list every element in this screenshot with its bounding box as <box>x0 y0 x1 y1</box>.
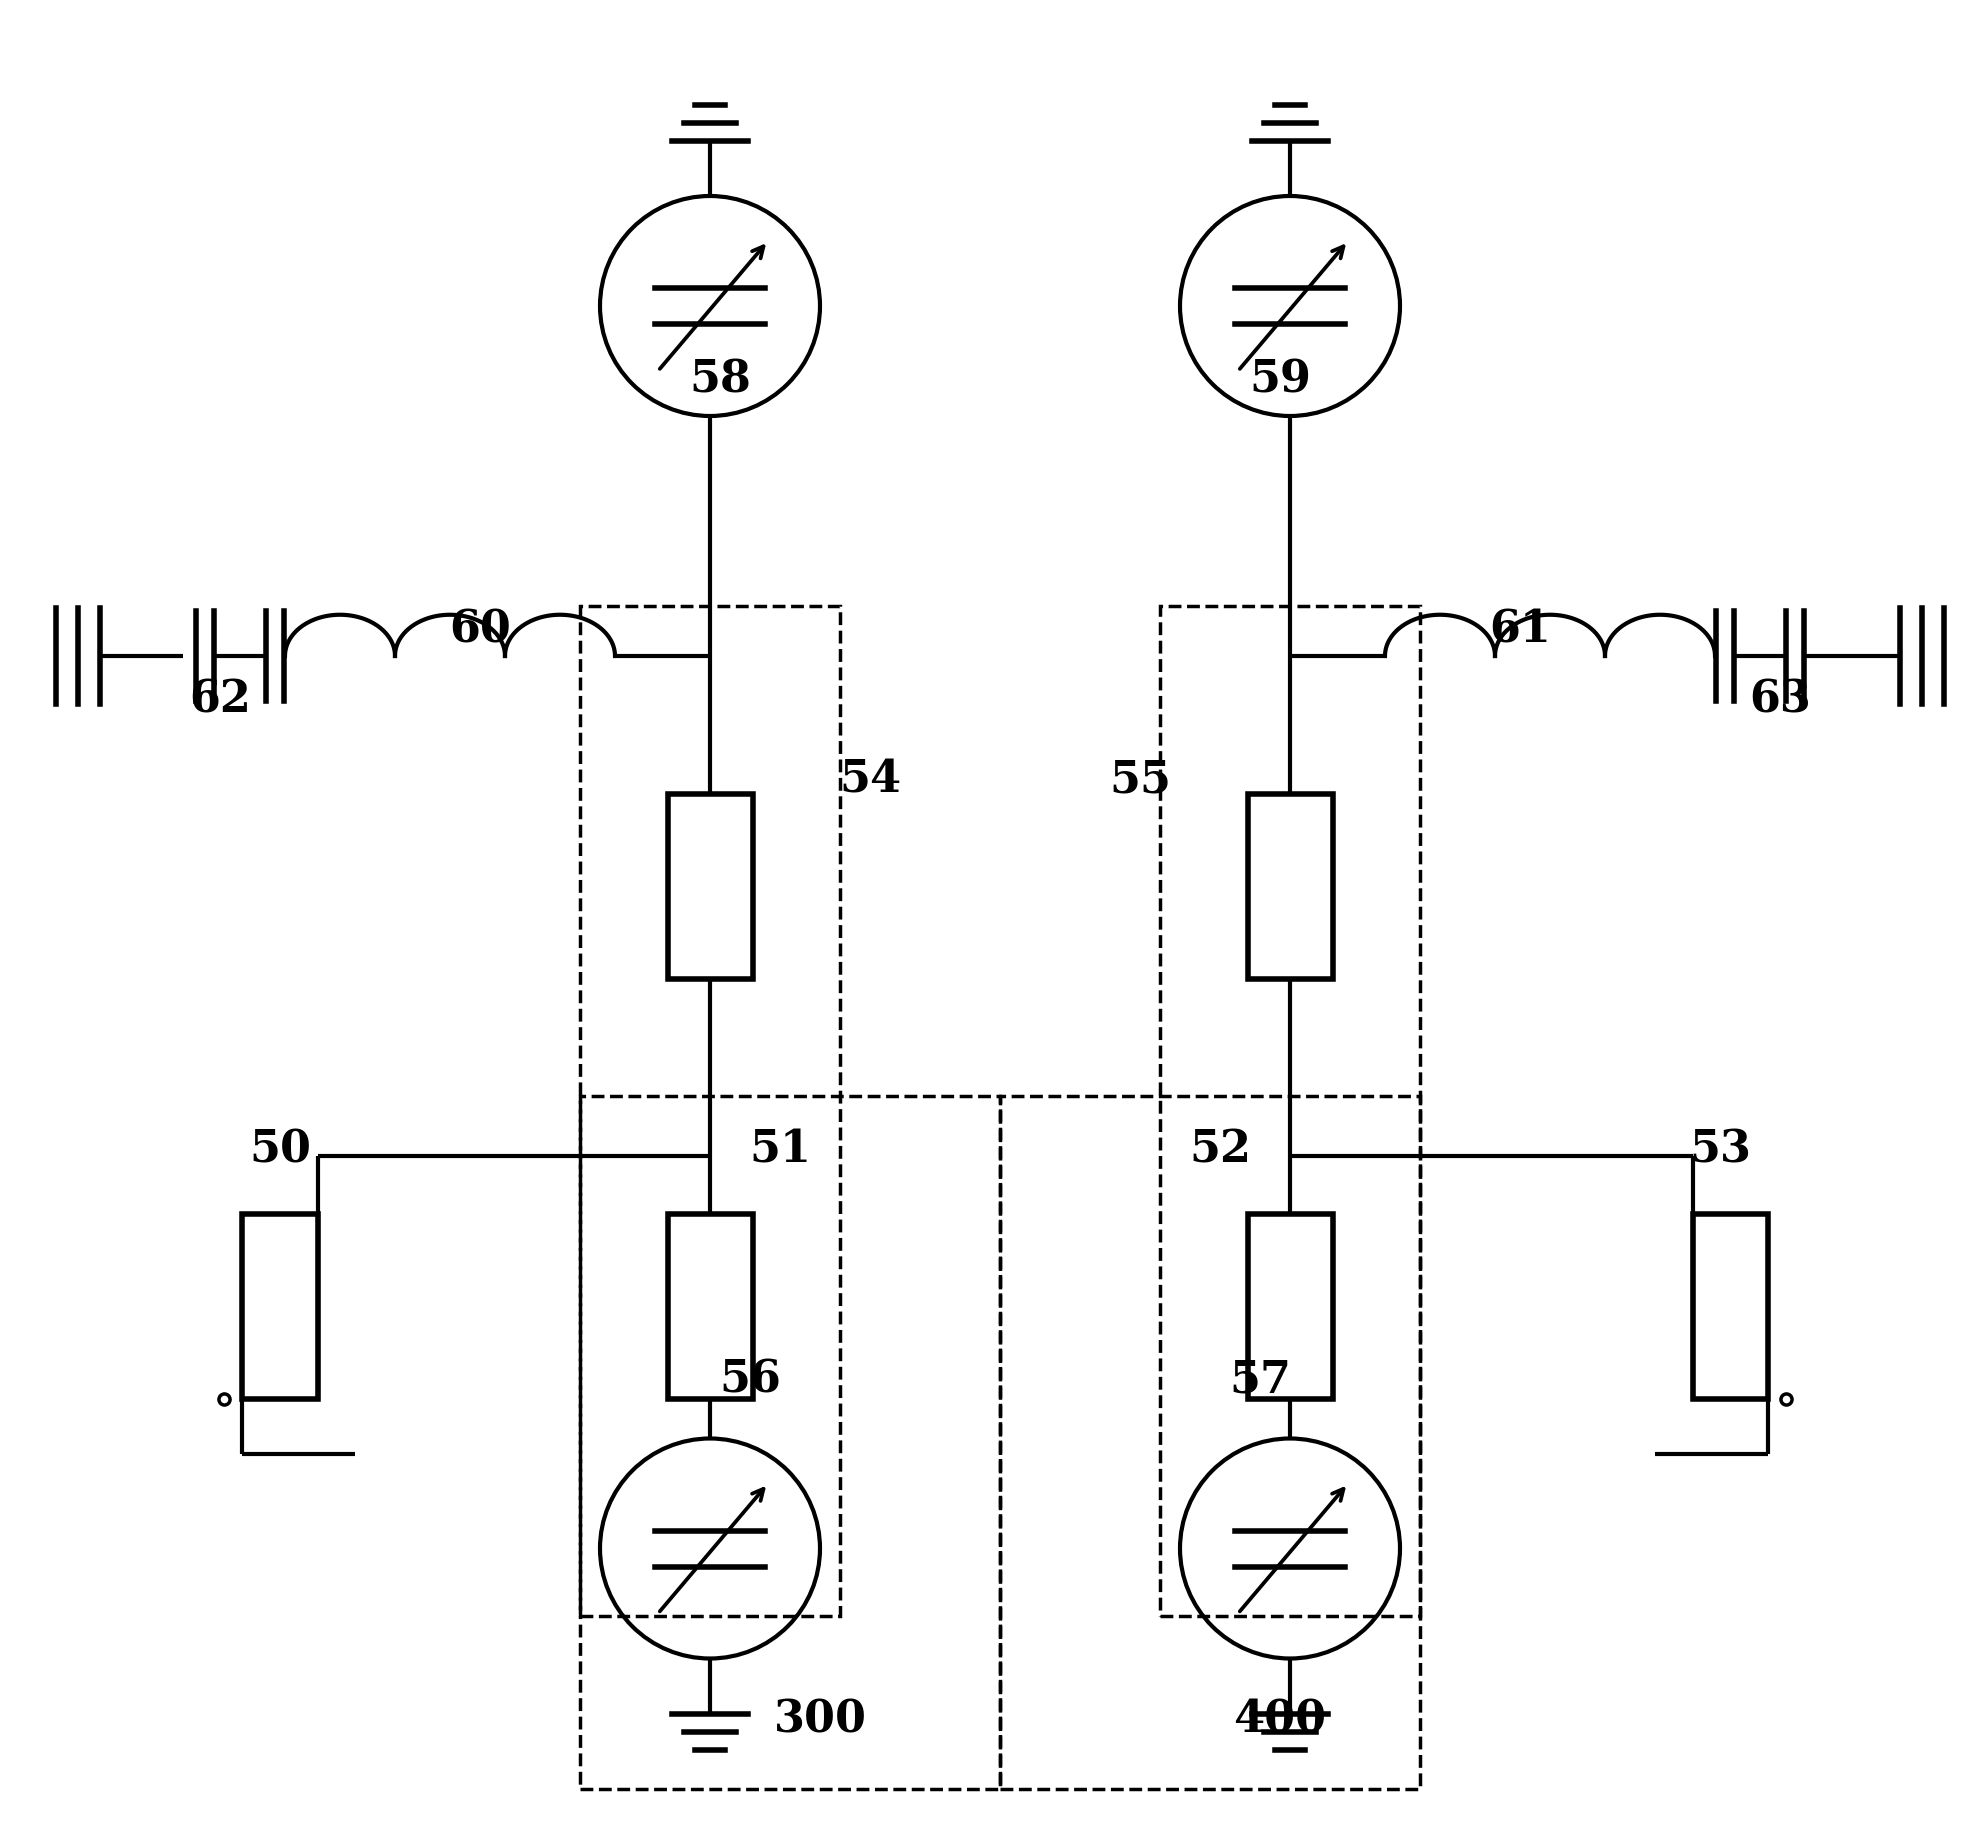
Bar <box>579 1096 999 1788</box>
Text: 300: 300 <box>773 1698 867 1742</box>
Text: 59: 59 <box>1250 358 1311 402</box>
Text: 63: 63 <box>1748 679 1811 722</box>
Bar <box>1161 606 1419 1616</box>
Bar <box>242 1214 317 1399</box>
Text: 55: 55 <box>1110 758 1171 802</box>
Bar <box>1248 793 1332 979</box>
Bar <box>1248 1214 1332 1399</box>
Text: 50: 50 <box>248 1129 311 1171</box>
Text: 61: 61 <box>1490 608 1551 652</box>
Bar <box>668 793 753 979</box>
Bar <box>999 1096 1419 1788</box>
Text: 56: 56 <box>719 1359 781 1401</box>
Text: 54: 54 <box>840 758 901 802</box>
Text: 53: 53 <box>1689 1129 1750 1171</box>
Text: 62: 62 <box>189 679 250 722</box>
Text: 52: 52 <box>1189 1129 1252 1171</box>
Text: 51: 51 <box>749 1129 810 1171</box>
Bar <box>1693 1214 1768 1399</box>
Text: 58: 58 <box>690 358 751 402</box>
Bar <box>579 606 840 1616</box>
Bar <box>668 1214 753 1399</box>
Text: 60: 60 <box>449 608 510 652</box>
Text: 400: 400 <box>1234 1698 1326 1742</box>
Text: 57: 57 <box>1230 1359 1291 1401</box>
